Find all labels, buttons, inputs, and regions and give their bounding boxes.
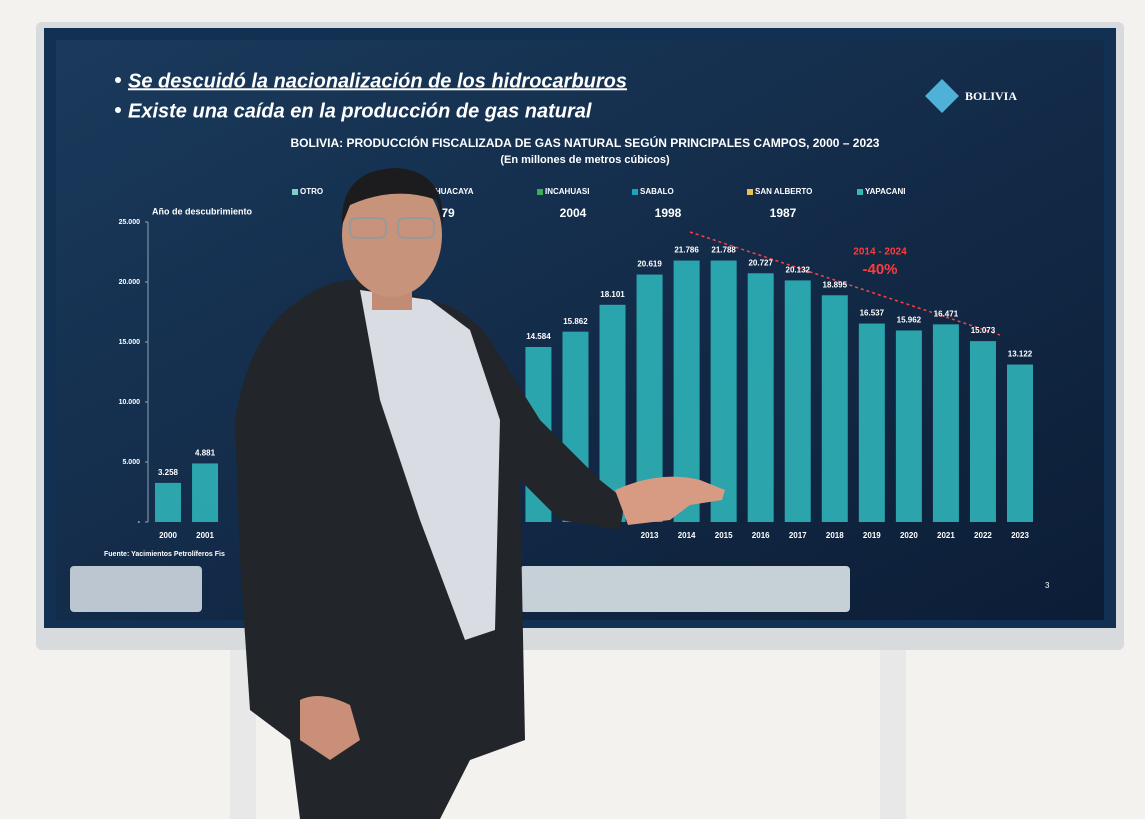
value-label: 16.471 (934, 309, 959, 318)
bar (192, 463, 218, 522)
legend-label: YAPACANI (865, 187, 905, 196)
bar (155, 483, 181, 522)
x-tick-label: 2001 (196, 531, 214, 540)
toolbar[interactable] (70, 566, 202, 612)
y-tick-label: 20.000 (119, 279, 141, 286)
bar (785, 280, 811, 522)
value-label: 16.537 (860, 309, 885, 318)
x-tick-label: 2013 (641, 531, 659, 540)
discovery-year: 1998 (655, 206, 682, 220)
x-tick-label: 2000 (159, 531, 177, 540)
y-tick-label: 10.000 (119, 399, 141, 406)
x-tick-label: 2022 (974, 531, 992, 540)
value-label: 20.727 (748, 258, 773, 267)
value-label: 20.132 (786, 266, 811, 275)
value-label: 15.962 (897, 316, 922, 325)
legend-label: SABALO (640, 187, 674, 196)
value-label: 18.895 (823, 280, 848, 289)
legend-swatch (537, 189, 543, 195)
source: Fuente: Yacimientos Petrolíferos Fis (104, 551, 225, 558)
bar (933, 324, 959, 522)
legend-label: INCAHUASI (545, 187, 589, 196)
x-tick-label: 2021 (937, 531, 955, 540)
bullet-dot (115, 77, 121, 83)
bar (711, 261, 737, 522)
value-label: 14.584 (526, 332, 551, 341)
bar (970, 341, 996, 522)
value-label: 4.881 (195, 449, 216, 458)
bar (822, 295, 848, 522)
photo: Se descuidó la nacionalización de los hi… (0, 0, 1145, 819)
legend-swatch (292, 189, 298, 195)
legend-swatch (632, 189, 638, 195)
x-tick-label: 2018 (826, 531, 844, 540)
y-tick-label: 5.000 (122, 459, 140, 466)
y-tick-label: 15.000 (119, 339, 141, 346)
value-label: 13.122 (1008, 350, 1033, 359)
annotation: 2014 - 2024 (853, 247, 907, 258)
discovery-year: 79 (441, 206, 455, 220)
value-label: 21.788 (711, 246, 736, 255)
value-label: 15.862 (563, 317, 588, 326)
x-tick-label: 2020 (900, 531, 918, 540)
x-tick-label: 2015 (715, 531, 733, 540)
value-label: 20.619 (637, 260, 662, 269)
legend-label: OTRO (300, 187, 323, 196)
discovery-year: 2004 (560, 206, 587, 220)
chart-subtitle: (En millones de metros cúbicos) (500, 154, 670, 166)
bar (1007, 365, 1033, 522)
chart-title: BOLIVIA: PRODUCCIÓN FISCALIZADA DE GAS N… (291, 135, 880, 150)
legend-label: SAN ALBERTO (755, 187, 812, 196)
legend-swatch (747, 189, 753, 195)
discovery-label: Año de descubrimiento (152, 206, 253, 216)
logo: BOLIVIA (965, 89, 1017, 103)
value-label: 15.073 (971, 326, 996, 335)
page-number: 3 (1045, 581, 1050, 590)
bar (748, 273, 774, 522)
x-tick-label: 2014 (678, 531, 696, 540)
x-tick-label: 2023 (1011, 531, 1029, 540)
bullet: Existe una caída en la producción de gas… (128, 100, 592, 122)
value-label: 3.258 (158, 468, 179, 477)
bullet-dot (115, 107, 121, 113)
y-tick-label: 25.000 (119, 219, 141, 226)
bar (859, 324, 885, 522)
discovery-year: 1987 (770, 206, 797, 220)
value-label: 21.786 (674, 246, 699, 255)
stand-leg (880, 640, 906, 819)
toolbar[interactable] (520, 566, 850, 612)
value-label: 18.101 (600, 290, 625, 299)
x-tick-label: 2019 (863, 531, 881, 540)
bar (896, 330, 922, 522)
bullet: Se descuidó la nacionalización de los hi… (128, 70, 627, 92)
annotation: -40% (862, 261, 897, 278)
legend-swatch (857, 189, 863, 195)
x-tick-label: 2017 (789, 531, 807, 540)
x-tick-label: 2016 (752, 531, 770, 540)
